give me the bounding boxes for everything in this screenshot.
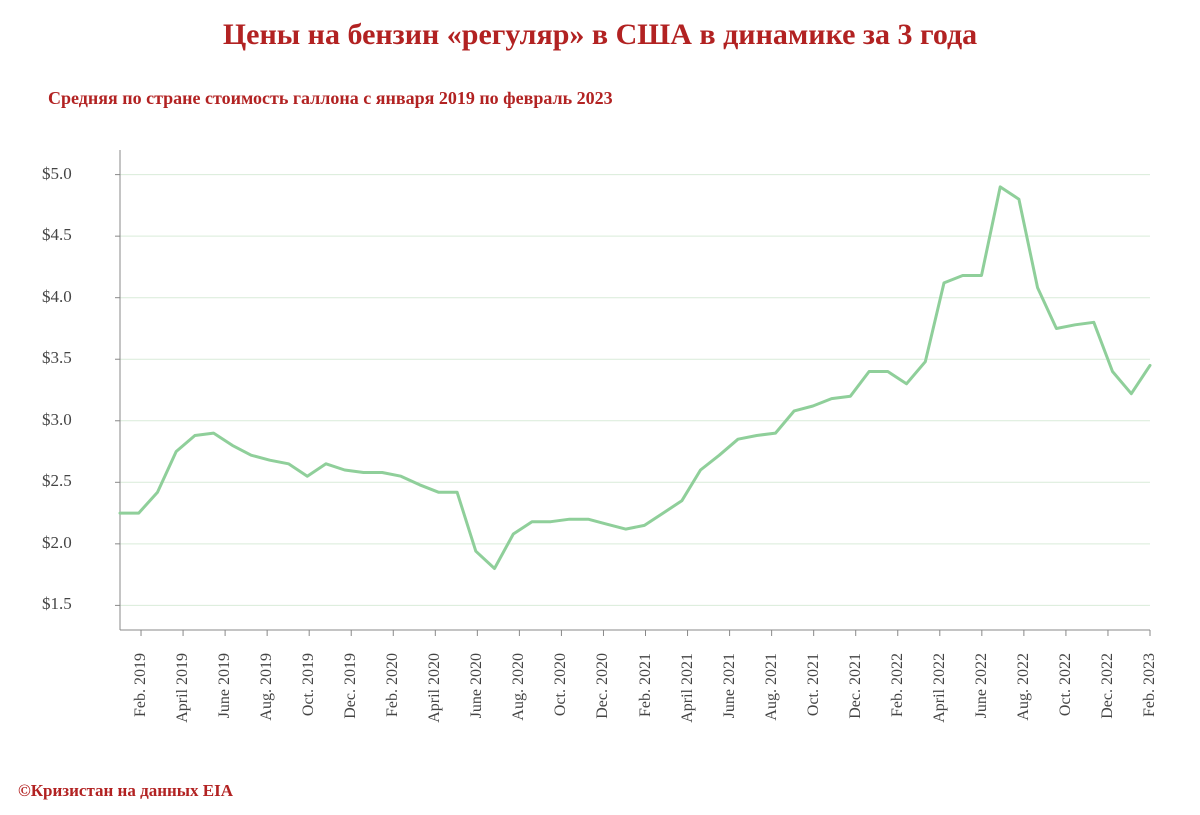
x-tick-label: April 2022 [931, 653, 949, 753]
x-tick-label: Feb. 2020 [384, 653, 402, 753]
x-tick-label: Feb. 2022 [889, 653, 907, 753]
y-tick-label: $3.5 [42, 348, 102, 368]
y-tick-label: $4.0 [42, 287, 102, 307]
x-tick-label: Oct. 2020 [552, 653, 570, 753]
x-tick-label: Aug. 2021 [763, 653, 781, 753]
x-tick-label: Dec. 2021 [847, 653, 865, 753]
x-tick-label: Aug. 2022 [1015, 653, 1033, 753]
y-tick-label: $5.0 [42, 164, 102, 184]
chart-container: { "title": { "text": "Цены на бензин «ре… [0, 0, 1200, 815]
x-tick-label: June 2020 [468, 653, 486, 753]
x-tick-label: April 2019 [174, 653, 192, 753]
x-tick-label: June 2021 [721, 653, 739, 753]
y-tick-label: $2.5 [42, 471, 102, 491]
x-tick-label: Oct. 2019 [300, 653, 318, 753]
y-tick-label: $1.5 [42, 594, 102, 614]
x-tick-label: April 2021 [679, 653, 697, 753]
x-tick-label: Feb. 2019 [132, 653, 150, 753]
x-tick-label: Dec. 2020 [594, 653, 612, 753]
x-tick-label: Oct. 2022 [1057, 653, 1075, 753]
y-tick-label: $2.0 [42, 533, 102, 553]
x-tick-label: Dec. 2022 [1099, 653, 1117, 753]
x-tick-label: April 2020 [426, 653, 444, 753]
x-tick-label: June 2019 [216, 653, 234, 753]
x-tick-label: Feb. 2021 [637, 653, 655, 753]
y-tick-label: $3.0 [42, 410, 102, 430]
x-tick-label: Aug. 2020 [510, 653, 528, 753]
x-tick-label: June 2022 [973, 653, 991, 753]
x-tick-label: Aug. 2019 [258, 653, 276, 753]
y-tick-label: $4.5 [42, 225, 102, 245]
x-tick-label: Dec. 2019 [342, 653, 360, 753]
x-tick-label: Feb. 2023 [1141, 653, 1159, 753]
x-tick-label: Oct. 2021 [805, 653, 823, 753]
